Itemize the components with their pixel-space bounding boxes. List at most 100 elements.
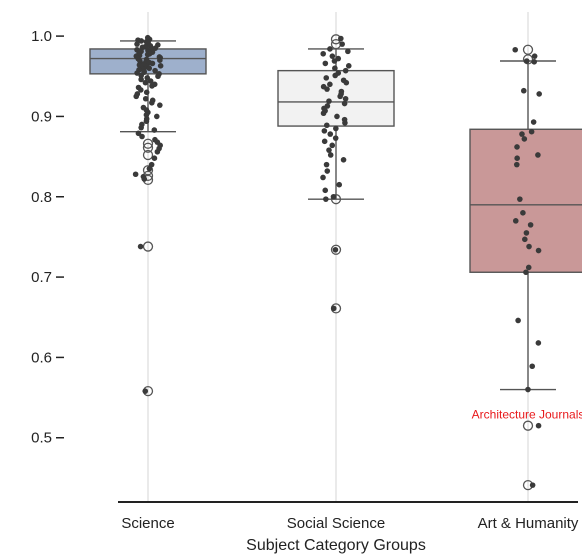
box-iqr [469, 128, 582, 273]
data-point [523, 269, 529, 276]
data-point [134, 41, 140, 47]
data-point [535, 422, 542, 429]
x-tick-label: Art & Humanity [478, 515, 579, 532]
data-point [535, 152, 541, 158]
x-axis-title: Subject Category Groups [246, 537, 426, 554]
data-point [531, 53, 538, 59]
data-point [331, 58, 338, 64]
data-point [137, 243, 144, 250]
data-point [324, 86, 330, 92]
data-point [345, 63, 352, 69]
data-point [334, 113, 340, 120]
data-point [528, 128, 535, 135]
data-point [345, 48, 351, 55]
data-point [132, 171, 139, 178]
data-point [525, 264, 532, 271]
data-point [515, 317, 521, 324]
outlier-marker [142, 149, 154, 161]
outlier-marker [330, 194, 342, 205]
data-point [523, 230, 530, 236]
data-point [155, 73, 161, 80]
data-point [332, 246, 339, 253]
data-point [142, 95, 149, 102]
data-point [523, 58, 530, 64]
x-tick-label: Science [121, 515, 174, 532]
data-point [151, 155, 158, 161]
y-tick-label: 0.5 [31, 430, 52, 447]
data-point [157, 57, 163, 63]
y-tick-label: 0.7 [31, 269, 52, 286]
data-point [330, 305, 337, 312]
data-point [527, 222, 534, 228]
data-point [147, 78, 154, 84]
outlier-marker [330, 244, 342, 255]
outlier-marker [142, 241, 154, 252]
data-point [520, 87, 527, 94]
data-point [327, 131, 334, 137]
data-point [343, 79, 350, 86]
data-point [342, 120, 348, 126]
data-point [157, 102, 163, 108]
data-point [529, 482, 536, 488]
data-point [521, 136, 528, 142]
data-point [133, 93, 140, 100]
data-point [146, 165, 153, 172]
y-tick-label: 0.6 [31, 349, 52, 366]
data-point [329, 53, 336, 59]
data-point [323, 161, 330, 168]
data-point [153, 113, 160, 120]
outlier-marker [522, 420, 534, 431]
data-point [138, 72, 145, 79]
data-point [340, 157, 347, 163]
data-point [525, 386, 531, 393]
data-point [138, 124, 144, 131]
data-point [134, 70, 140, 76]
box-group [469, 44, 582, 491]
box-group [89, 34, 207, 397]
x-tick-label: Social Science [287, 515, 385, 532]
data-point [519, 131, 525, 137]
data-point [329, 142, 336, 149]
data-point [522, 236, 528, 243]
data-point [326, 147, 332, 153]
data-point [142, 388, 149, 394]
data-point [138, 87, 144, 93]
data-point [149, 60, 156, 67]
data-point [322, 187, 329, 194]
data-point [320, 110, 327, 117]
data-point [323, 75, 330, 81]
data-point [142, 79, 149, 86]
data-point [324, 168, 331, 174]
data-point [342, 67, 349, 74]
data-point [513, 161, 520, 168]
data-point [530, 119, 537, 125]
data-point [320, 50, 326, 57]
data-point [143, 89, 150, 96]
data-point [339, 41, 345, 47]
y-tick-label: 0.8 [31, 189, 52, 206]
data-point [152, 67, 158, 74]
data-point [512, 46, 519, 53]
data-point [341, 100, 348, 107]
outlier-marker [142, 138, 154, 149]
data-point [332, 65, 338, 72]
data-point [143, 118, 150, 125]
data-point [323, 196, 329, 202]
data-point [327, 81, 333, 88]
data-point [338, 35, 344, 42]
annotation-label: Architecture Journals [472, 407, 582, 421]
data-point [320, 174, 326, 181]
data-point [535, 340, 542, 346]
y-tick-label: 1.0 [31, 28, 52, 45]
data-point [514, 155, 520, 161]
data-point [337, 93, 343, 100]
data-point [154, 148, 161, 155]
data-point [143, 112, 150, 118]
data-point [157, 63, 164, 69]
box-group [277, 34, 395, 314]
data-point [138, 76, 144, 83]
data-point [332, 135, 339, 141]
data-point [342, 95, 349, 102]
data-point [536, 91, 542, 97]
